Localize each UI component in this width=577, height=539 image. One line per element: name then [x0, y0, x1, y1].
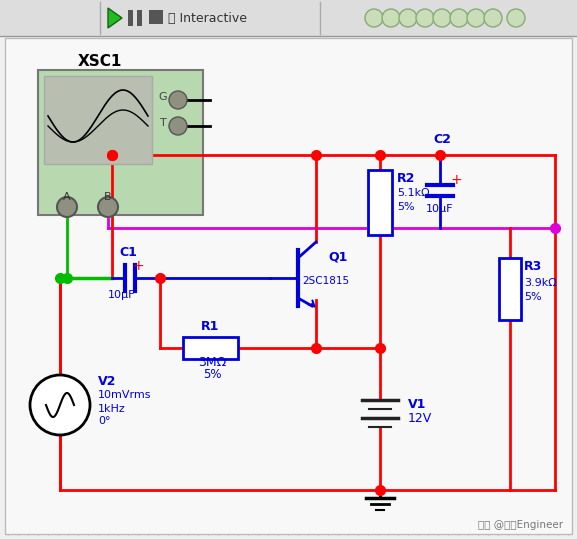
Text: XSC1: XSC1 — [78, 54, 122, 70]
Text: C2: C2 — [433, 133, 451, 146]
Text: 0°: 0° — [98, 416, 111, 426]
Text: 3.9kΩ: 3.9kΩ — [524, 278, 557, 288]
Text: 12V: 12V — [408, 412, 432, 425]
Text: Q1: Q1 — [328, 250, 347, 263]
Text: B: B — [104, 192, 112, 202]
Text: R1: R1 — [201, 320, 219, 333]
Text: 10μF: 10μF — [426, 204, 454, 213]
Bar — [149, 10, 163, 24]
Text: 🔑 Interactive: 🔑 Interactive — [168, 11, 247, 24]
Text: R3: R3 — [524, 260, 542, 273]
Text: 10mVrms: 10mVrms — [98, 390, 152, 400]
Text: 5%: 5% — [524, 292, 542, 302]
Bar — [128, 10, 133, 26]
Circle shape — [382, 9, 400, 27]
Text: C1: C1 — [119, 246, 137, 259]
Bar — [0, 0, 577, 36]
Bar — [183, 337, 238, 359]
Circle shape — [433, 9, 451, 27]
Circle shape — [484, 9, 502, 27]
Text: 5%: 5% — [203, 368, 221, 381]
Text: V2: V2 — [98, 375, 117, 388]
Circle shape — [416, 9, 434, 27]
Circle shape — [399, 9, 417, 27]
Text: T: T — [160, 118, 166, 128]
Bar — [499, 258, 521, 320]
Text: A: A — [63, 192, 71, 202]
Bar — [368, 170, 392, 235]
Circle shape — [169, 91, 187, 109]
Bar — [137, 10, 142, 26]
Text: 2SC1815: 2SC1815 — [302, 276, 349, 286]
Circle shape — [450, 9, 468, 27]
Circle shape — [507, 9, 525, 27]
Text: 5.1kΩ: 5.1kΩ — [397, 188, 430, 198]
Circle shape — [98, 197, 118, 217]
Text: 10μF: 10μF — [108, 290, 136, 300]
Circle shape — [365, 9, 383, 27]
Text: 1kHz: 1kHz — [98, 404, 126, 414]
Text: 5%: 5% — [397, 202, 415, 212]
Text: V1: V1 — [408, 398, 426, 411]
Circle shape — [30, 375, 90, 435]
Text: 头条 @小川Engineer: 头条 @小川Engineer — [478, 520, 563, 530]
Circle shape — [57, 197, 77, 217]
Text: G: G — [159, 92, 167, 102]
Polygon shape — [108, 8, 122, 28]
Text: +: + — [132, 259, 144, 273]
Text: 3MΩ: 3MΩ — [198, 356, 226, 369]
Bar — [44, 76, 152, 164]
Text: R2: R2 — [397, 172, 415, 185]
Bar — [38, 70, 203, 215]
Circle shape — [169, 117, 187, 135]
Text: +: + — [450, 172, 462, 186]
Circle shape — [467, 9, 485, 27]
